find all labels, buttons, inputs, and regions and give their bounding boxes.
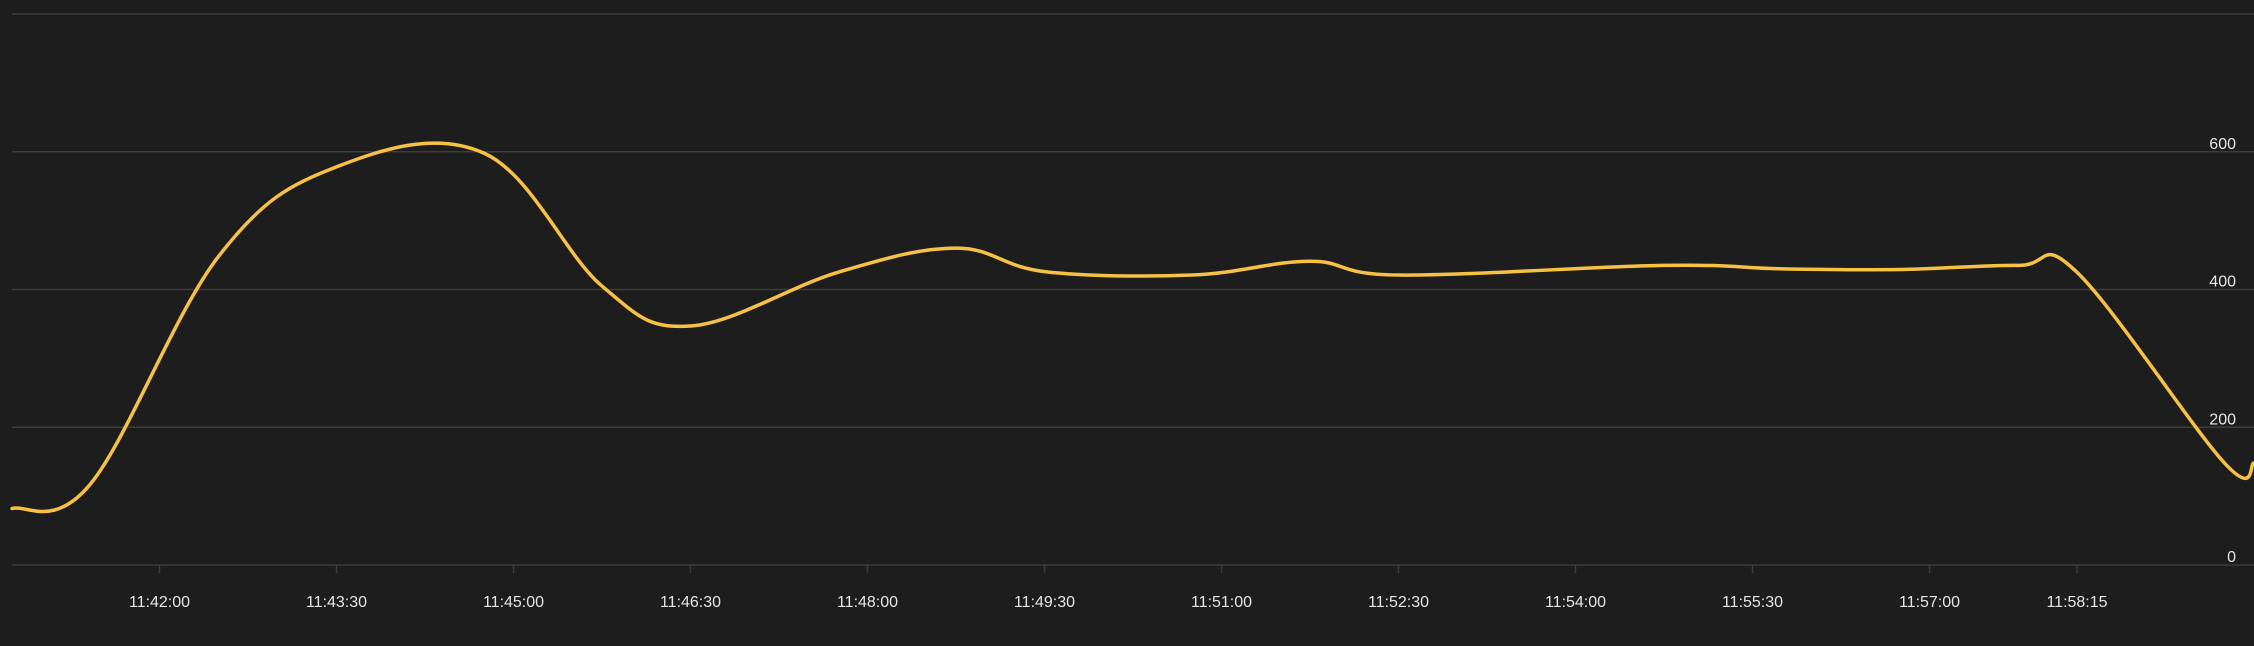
x-tick-label: 11:54:00: [1545, 594, 1606, 611]
x-tick-label: 11:55:30: [1722, 594, 1783, 611]
x-tick-label: 11:57:00: [1899, 594, 1960, 611]
y-tick-label: 400: [2209, 274, 2236, 291]
gridlines: [12, 13, 2254, 566]
x-tick-label: 11:52:30: [1368, 594, 1429, 611]
y-axis: 0 200 400 600: [2209, 136, 2236, 566]
x-tick-label: 11:48:00: [837, 594, 898, 611]
x-axis: 11:42:00 11:43:30 11:45:00 11:46:30 11:48:00…: [129, 565, 2108, 611]
x-tick-label: 11:51:00: [1191, 594, 1252, 611]
x-tick-label: 11:45:00: [483, 594, 544, 611]
y-tick-label: 200: [2209, 411, 2236, 428]
series-layer: [10, 141, 2254, 514]
y-tick-label: 600: [2209, 136, 2236, 153]
x-tick-label: 11:49:30: [1014, 594, 1075, 611]
x-tick-label: 11:58:15: [2046, 594, 2107, 611]
series-line-0: [10, 141, 2254, 514]
x-tick-label: 11:42:00: [129, 594, 190, 611]
x-tick-label: 11:46:30: [660, 594, 721, 611]
x-tick-label: 11:43:30: [306, 594, 367, 611]
y-tick-label: 0: [2227, 549, 2236, 566]
